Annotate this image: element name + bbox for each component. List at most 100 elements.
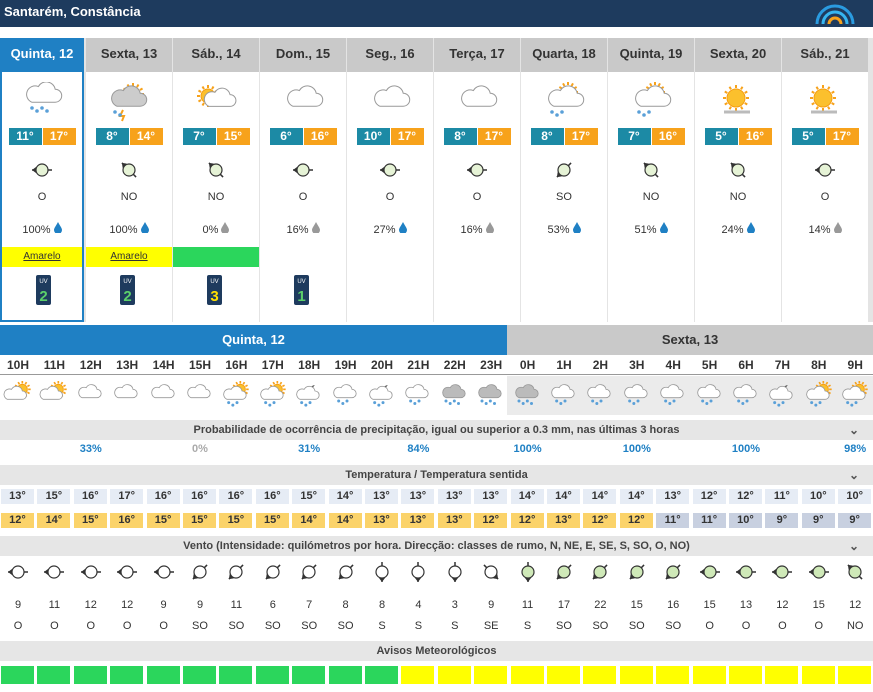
precip-prob: 16%: [260, 222, 346, 236]
precip-value: 27%: [373, 224, 396, 236]
sun-cloud-rain-icon: [803, 381, 837, 416]
wind-speed: 15: [630, 599, 643, 611]
warning-cell: [583, 666, 617, 684]
wind-arrow-icon: [0, 561, 36, 586]
min-temp: 10°: [356, 128, 390, 145]
wind-direction: O: [385, 191, 395, 203]
hour-label: 11H: [43, 358, 66, 372]
precip-hour-value: 98%: [844, 443, 867, 455]
wind-direction: O: [820, 191, 830, 203]
hour-label: 23H: [480, 358, 503, 372]
hourly-forecast: Quinta, 12 Sexta, 13 10H 11H 12H 13H 14H 15H 16H…: [0, 325, 873, 692]
wind-dir-label: SO: [301, 620, 318, 632]
max-temp: 16°: [738, 128, 772, 145]
day-column[interactable]: Quarta, 18 8° 17° SO 53%: [521, 38, 607, 322]
wind-direction-icon: [608, 159, 694, 186]
max-temp: 17°: [825, 128, 859, 145]
day-temps: 5° 16°: [695, 128, 781, 145]
svg-text:UV: UV: [39, 279, 47, 285]
hour-label: 7H: [774, 358, 791, 372]
cloud-icon: [434, 82, 520, 120]
day-column[interactable]: Sexta, 13 8° 14° NO 100% Amarelo UV 2: [86, 38, 172, 322]
wind-direction: NO: [120, 191, 138, 203]
precip-hour-value: 31%: [298, 443, 321, 455]
temp-value: 13°: [365, 489, 398, 504]
chevron-down-icon[interactable]: ⌄: [848, 539, 859, 553]
day-column[interactable]: Sexta, 20 5° 16° NO 24%: [695, 38, 781, 322]
warning-cell: [729, 666, 762, 684]
warning-cell: [619, 666, 653, 684]
day-temps: 10° 17°: [347, 128, 433, 145]
wind-arrow-icon: [692, 561, 728, 586]
chevron-down-icon[interactable]: ⌄: [848, 468, 859, 482]
min-temp: 8°: [95, 128, 129, 145]
wind-direction-icon: [2, 159, 82, 186]
precip-hour-value: 100%: [513, 443, 542, 455]
day-column[interactable]: Quinta, 12 11° 17° O 100% Amarelo UV 2: [0, 38, 84, 322]
day-label: Quinta, 19: [608, 38, 694, 72]
precip-prob: 24%: [695, 222, 781, 236]
max-temp: 17°: [564, 128, 598, 145]
section-header[interactable]: Temperatura / Temperatura sentida ⌄: [0, 465, 873, 485]
cloud-icon: [260, 82, 346, 120]
section-header[interactable]: Vento (Intensidade: quilómetros por hora…: [0, 536, 873, 556]
precip-prob: 16%: [434, 222, 520, 236]
sun-cloud-icon: [2, 381, 36, 416]
wind-dir-label: O: [86, 620, 96, 632]
max-temp: 17°: [42, 128, 76, 145]
wind-arrow-icon: [510, 561, 546, 586]
wind-direction-icon: [434, 159, 520, 186]
feels-like-value: 15°: [146, 513, 180, 528]
temp-value: 17°: [110, 489, 144, 504]
wind-arrow-icon: [837, 561, 873, 586]
day-column[interactable]: Sáb., 14 7° 15° NO 0% UV 3: [173, 38, 259, 322]
cloud-rain-icon: [657, 381, 691, 416]
wind-direction: O: [298, 191, 308, 203]
hour-row: 10H 11H 12H 13H 14H 15H 16H 17H 18H 19H 20H 21H 22H 2…: [0, 355, 873, 375]
cloud-icon: [184, 381, 218, 416]
wind-speed: 9: [160, 599, 167, 611]
warning-cell: [765, 666, 799, 684]
section-title: Probabilidade de ocorrência de precipita…: [193, 424, 680, 436]
warning-level[interactable]: Amarelo: [86, 247, 172, 267]
raindrop-icon: [308, 222, 320, 236]
chevron-down-icon[interactable]: ⌄: [848, 423, 859, 437]
hour-label: 3H: [629, 358, 645, 372]
precip-prob: 14%: [782, 222, 868, 236]
warning-cell: [110, 666, 144, 684]
wind-arrow-icon: [109, 561, 145, 586]
sun-cloud-rain-icon: [257, 381, 291, 416]
precip-value: 53%: [547, 224, 570, 236]
wind-direction-icon: [521, 159, 607, 186]
hour-label: 17H: [261, 358, 284, 372]
wind-dir-label: O: [814, 620, 824, 632]
warning-cell: [219, 666, 253, 684]
precip-prob: 51%: [608, 222, 694, 236]
wind-direction: SO: [556, 191, 572, 203]
day-column[interactable]: Sáb., 21 5° 17° O 14%: [782, 38, 868, 322]
precip-value: 24%: [721, 224, 744, 236]
wind-direction-icon: [695, 159, 781, 186]
sun-cloud-rain-icon: [839, 381, 873, 416]
raindrop-icon: [482, 222, 494, 236]
location-title: Santarém, Constância: [4, 4, 141, 19]
day-column[interactable]: Dom., 15 6° 16° O 16% UV 1: [260, 38, 346, 322]
warning-cell: [1, 666, 34, 684]
wind-arrow-icon: [73, 561, 109, 586]
warning-level[interactable]: Amarelo: [2, 247, 82, 267]
day-column[interactable]: Quinta, 19 7° 16° NO 51%: [608, 38, 694, 322]
day-temps: 8° 17°: [521, 128, 607, 145]
day-column[interactable]: Seg., 16 10° 17° O 27%: [347, 38, 433, 322]
day-label: Sáb., 21: [782, 38, 868, 72]
cloud-rain-icon: [402, 381, 436, 416]
precip-value: 14%: [808, 224, 831, 236]
section-header[interactable]: Probabilidade de ocorrência de precipita…: [0, 420, 873, 440]
hour-label: 2H: [592, 358, 609, 372]
svg-text:UV: UV: [297, 279, 305, 285]
hour-label: 22H: [443, 358, 466, 372]
section-header[interactable]: Avisos Meteorológicos: [0, 641, 873, 661]
day-column[interactable]: Terça, 17 8° 17° O 16%: [434, 38, 520, 322]
uv-index-icon: UV 2: [120, 275, 135, 310]
hour-label: 5H: [701, 358, 718, 372]
